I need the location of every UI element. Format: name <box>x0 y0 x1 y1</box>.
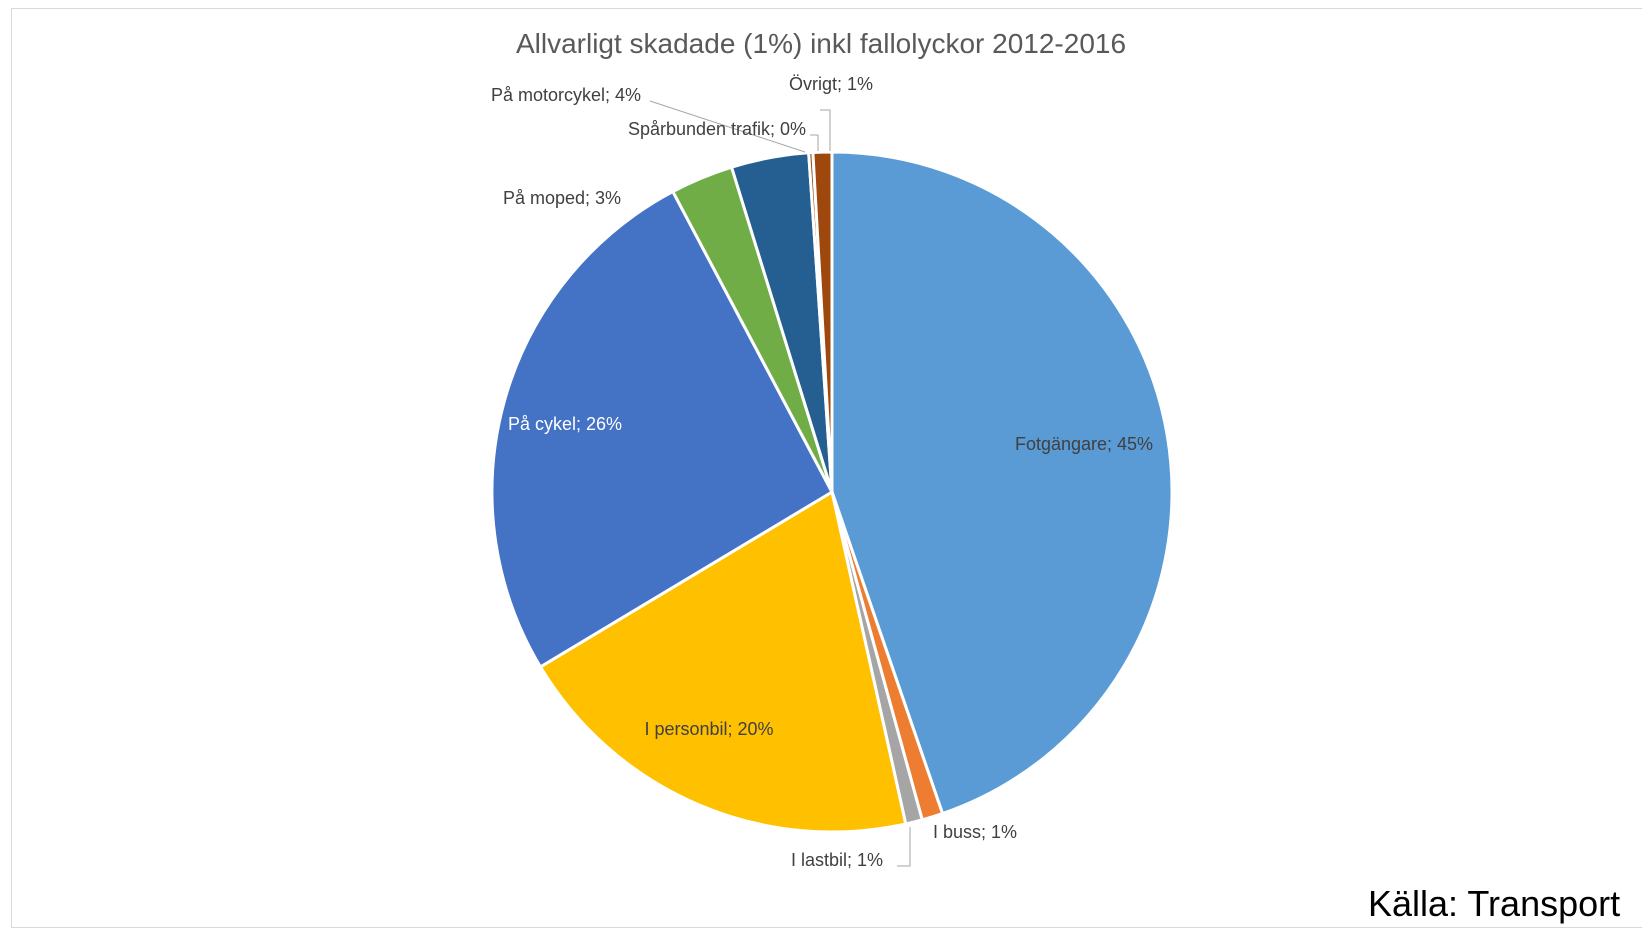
pie-slice <box>811 150 834 493</box>
chart-title: Allvarligt skadade (1%) inkl fallolyckor… <box>515 28 1127 59</box>
slice-label: I buss; 1% <box>933 822 1017 842</box>
slice-label: I personbil; 20% <box>644 719 773 739</box>
source-note: Källa: Transport <box>1368 883 1621 924</box>
pie-slice <box>538 489 908 834</box>
leader-line <box>820 109 831 151</box>
slice-label: Spårbunden trafik; 0% <box>628 119 806 139</box>
slice-label: Övrigt; 1% <box>789 74 873 94</box>
slice-label: På cykel; 26% <box>508 414 622 434</box>
slice-label: I lastbil; 1% <box>791 850 883 870</box>
leader-line <box>649 100 806 153</box>
pie-slice <box>490 189 834 669</box>
slice-label: På moped; 3% <box>503 188 621 208</box>
slice-label: Fotgängare; 45% <box>1015 434 1153 454</box>
slice-label: På motorcykel; 4% <box>491 85 641 105</box>
leader-line <box>897 827 911 867</box>
leader-line <box>810 134 819 151</box>
pie-slice <box>830 150 1174 816</box>
pie-chart: Fotgängare; 45% I buss; 1% I lastbil; 1% I … <box>490 74 1174 870</box>
